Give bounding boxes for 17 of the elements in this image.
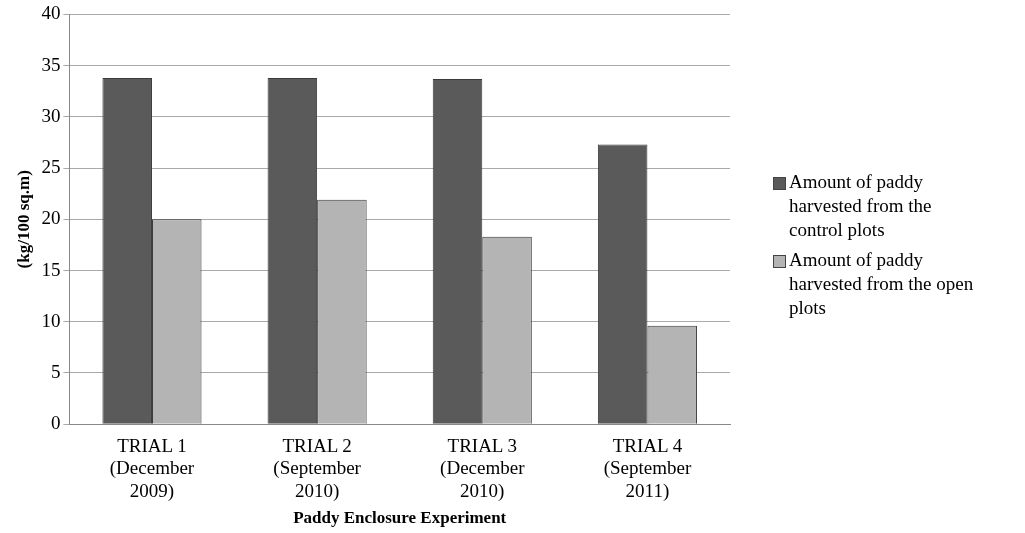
y-tick-label: 30 — [41, 104, 61, 126]
y-tick-label: 0 — [50, 412, 61, 434]
x-tick-label: TRIAL 4 (September 2011) — [603, 434, 692, 503]
y-tick-label: 10 — [41, 309, 61, 331]
y-tick-label: 40 — [41, 2, 61, 24]
x-axis-title: Paddy Enclosure Experiment — [293, 508, 507, 528]
y-tick-label: 5 — [50, 360, 61, 382]
x-tick-label: TRIAL 3 (December 2010) — [440, 434, 526, 503]
y-axis-title: (kg/100 sq.m) — [13, 170, 33, 269]
x-tick-label: TRIAL 1 (December 2009) — [109, 434, 195, 503]
legend-label: Amount of paddy harvested from the control plots — [789, 170, 933, 242]
y-tick-label: 25 — [41, 156, 61, 178]
y-tick-label: 35 — [41, 53, 61, 75]
y-tick-label: 15 — [41, 258, 61, 280]
y-tick-label: 20 — [41, 207, 61, 229]
x-tick-label: TRIAL 2 (September 2010) — [273, 434, 362, 503]
legend-label: Amount of paddy harvested from the open plots — [789, 248, 975, 320]
